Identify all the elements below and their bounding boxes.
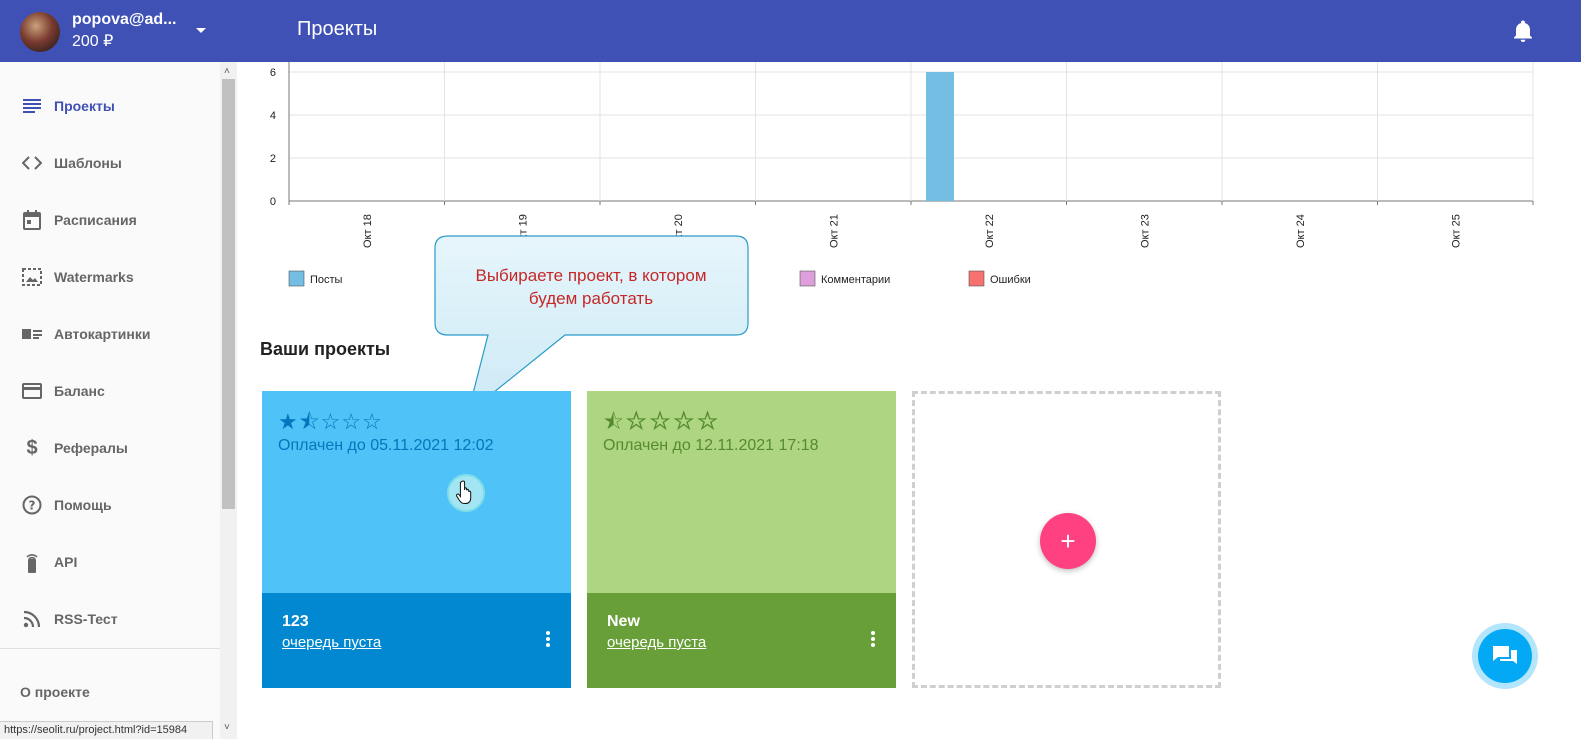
sidebar-item-schedules[interactable]: Расписания: [0, 200, 220, 240]
callout-text: Выбираете проект, в котором будем работа…: [436, 264, 746, 310]
chat-button-inner[interactable]: [1478, 629, 1532, 683]
project-card-footer[interactable]: New очередь пуста: [587, 593, 896, 688]
sidebar: Проекты Шаблоны Расписания Watermarks Ав…: [0, 62, 237, 739]
queue-link[interactable]: очередь пуста: [282, 634, 382, 651]
callout-line: будем работать: [528, 289, 654, 308]
chevron-up-icon[interactable]: ˄: [224, 66, 230, 77]
sidebar-item-autopictures[interactable]: Автокартинки: [0, 314, 220, 354]
sidebar-item-about[interactable]: О проекте: [20, 684, 90, 700]
project-card-header[interactable]: ⯪☆☆☆☆ Оплачен до 12.11.2021 17:18: [587, 391, 896, 593]
y-tick-label: 2: [270, 153, 276, 165]
picture-card-icon: [21, 323, 43, 345]
sidebar-item-label: RSS-Тест: [54, 611, 118, 627]
rating-stars: ⯪☆☆☆☆: [603, 409, 720, 434]
sidebar-item-label: Рефералы: [54, 440, 128, 456]
sidebar-item-label: Помощь: [54, 497, 112, 513]
chat-icon: [1493, 646, 1517, 664]
y-tick-label: 4: [270, 110, 276, 122]
sidebar-item-label: Автокартинки: [54, 326, 151, 342]
page-title: Проекты: [297, 18, 378, 40]
x-tick-label: Окт 24: [1295, 214, 1307, 248]
code-icon: [21, 152, 43, 174]
legend-label: Посты: [310, 274, 343, 286]
x-tick-label: Окт 25: [1450, 214, 1462, 248]
credit-card-icon: [21, 380, 43, 402]
avatar[interactable]: [20, 12, 60, 52]
sidebar-item-label: Проекты: [54, 98, 115, 114]
hand-cursor-icon: [456, 480, 472, 504]
help-icon: ?: [21, 494, 43, 516]
sidebar-item-projects[interactable]: Проекты: [0, 86, 220, 126]
chevron-down-icon[interactable]: ˅: [224, 722, 230, 733]
x-tick-label: Окт 22: [984, 214, 996, 248]
sidebar-item-label: API: [54, 554, 78, 570]
rss-icon: [21, 608, 43, 630]
status-bar-url: https://seolit.ru/project.html?id=15984: [0, 721, 213, 739]
sidebar-item-balance[interactable]: Баланс: [0, 371, 220, 411]
image-icon: [21, 266, 43, 288]
sidebar-item-help[interactable]: ? Помощь: [0, 485, 220, 525]
sidebar-item-templates[interactable]: Шаблоны: [0, 143, 220, 183]
dollar-icon: $: [26, 436, 38, 459]
x-tick-label: Окт 21: [828, 214, 840, 248]
sidebar-item-referrals[interactable]: $ Рефералы: [0, 428, 220, 468]
sidebar-item-label: Watermarks: [54, 269, 134, 285]
sidebar-divider: [0, 648, 220, 649]
sidebar-item-rss-test[interactable]: RSS-Тест: [0, 599, 220, 639]
sidebar-item-label: Расписания: [54, 212, 137, 228]
tooltip-callout: [434, 235, 749, 415]
rating-stars: ★⯪☆☆☆: [278, 409, 383, 434]
add-project-button[interactable]: +: [1040, 513, 1096, 569]
y-tick-label: 0: [270, 196, 276, 208]
svg-text:?: ?: [29, 499, 36, 513]
more-vert-icon[interactable]: [867, 631, 879, 651]
x-tick-label: Окт 23: [1139, 214, 1151, 248]
sidebar-item-watermarks[interactable]: Watermarks: [0, 257, 220, 297]
project-card-header[interactable]: ★⯪☆☆☆ Оплачен до 05.11.2021 12:02: [262, 391, 571, 593]
legend-label: Ошибки: [990, 274, 1031, 286]
api-icon: [21, 551, 43, 573]
add-project-card[interactable]: +: [912, 391, 1221, 688]
legend-swatch: [968, 270, 985, 287]
project-card-footer[interactable]: 123 очередь пуста: [262, 593, 571, 688]
sidebar-item-api[interactable]: API: [0, 542, 220, 582]
legend-label: Комментарии: [821, 274, 890, 286]
project-name: 123: [282, 613, 309, 630]
bell-icon[interactable]: [1513, 20, 1533, 42]
sidebar-item-label: Шаблоны: [54, 155, 122, 171]
legend-swatch: [288, 270, 305, 287]
calendar-icon: [21, 209, 43, 231]
user-balance: 200 ₽: [72, 33, 114, 50]
project-name: New: [607, 613, 640, 630]
x-tick-label: Окт 18: [362, 214, 374, 248]
paid-until: Оплачен до 05.11.2021 12:02: [278, 437, 494, 454]
sidebar-item-label: Баланс: [54, 383, 105, 399]
paid-until: Оплачен до 12.11.2021 17:18: [603, 437, 819, 454]
section-title: Ваши проекты: [260, 339, 391, 359]
y-tick-label: 6: [270, 67, 276, 79]
project-card[interactable]: ⯪☆☆☆☆ Оплачен до 12.11.2021 17:18 New оч…: [587, 391, 896, 688]
callout-line: Выбираете проект, в котором: [475, 266, 707, 285]
bar: [926, 72, 954, 201]
scrollbar-thumb[interactable]: [222, 79, 235, 509]
project-card[interactable]: ★⯪☆☆☆ Оплачен до 05.11.2021 12:02 123 оч…: [262, 391, 571, 688]
more-vert-icon[interactable]: [542, 631, 554, 651]
chat-button[interactable]: [1472, 623, 1538, 689]
user-email[interactable]: popova@ad...: [72, 11, 177, 28]
queue-link[interactable]: очередь пуста: [607, 634, 707, 651]
chevron-down-icon[interactable]: [196, 28, 206, 33]
list-icon: [21, 95, 43, 117]
top-app-bar: popova@ad... 200 ₽ Проекты: [0, 0, 1581, 62]
legend-swatch: [799, 270, 816, 287]
